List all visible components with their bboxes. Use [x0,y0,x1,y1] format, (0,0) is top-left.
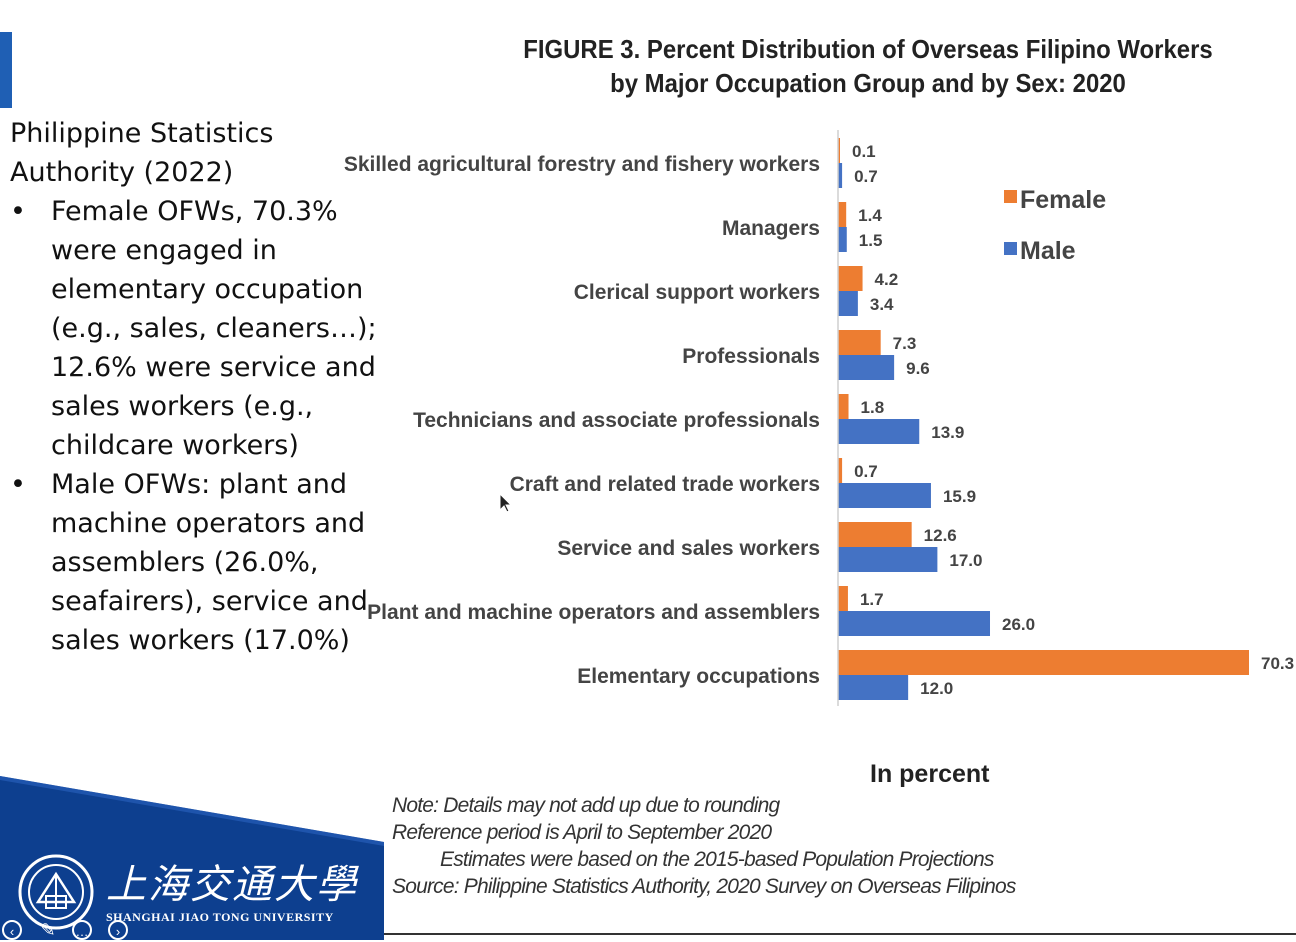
bar-female-plant-and-machine-operators-and-assemblers [838,586,848,611]
bar-female-skilled-agricultural-forestry-and-fishery-workers [838,138,840,163]
category-label-professionals: Professionals [682,345,820,368]
value-label-female-skilled-agricultural-forestry-and-fishery-workers: 0.1 [852,142,876,161]
sjtu-seal-icon [18,854,94,930]
chart-title-line-2: by Major Occupation Group and by Sex: 20… [610,68,1126,98]
value-label-female-craft-and-related-trade-workers: 0.7 [854,462,878,481]
legend-swatch-female [1004,190,1017,203]
value-label-male-elementary-occupations: 12.0 [920,679,953,698]
footer-band-highlight [0,776,384,846]
value-label-male-plant-and-machine-operators-and-assemblers: 26.0 [1002,615,1035,634]
value-label-female-managers: 1.4 [858,206,882,225]
value-label-male-clerical-support-workers: 3.4 [870,295,894,314]
note-estimates: Estimates were based on the 2015-based P… [440,848,994,871]
forward-icon[interactable]: › [108,920,128,940]
value-label-female-technicians-and-associate-professionals: 1.8 [861,398,885,417]
bar-male-technicians-and-associate-professionals [838,419,920,444]
category-label-clerical-support-workers: Clerical support workers [574,281,820,304]
note-source: Source: Philippine Statistics Authority,… [392,875,1016,898]
cursor-icon [499,492,513,513]
bar-male-plant-and-machine-operators-and-assemblers [838,611,991,636]
category-label-technicians-and-associate-professionals: Technicians and associate professionals [413,409,820,432]
bar-female-clerical-support-workers [838,266,863,291]
source-text: Philippine Statistics Authority (2022) [10,118,274,188]
bullet-list: Female OFWs, 70.3% were engaged in eleme… [10,192,380,660]
university-name-english: SHANGHAI JIAO TONG UNIVERSITY [106,910,334,924]
category-label-craft-and-related-trade-workers: Craft and related trade workers [510,473,820,496]
legend-label-male: Male [1020,237,1076,265]
bottom-divider [384,933,1296,935]
chart-title: FIGURE 3. Percent Distribution of Overse… [502,32,1234,100]
slide-nav-controls: ‹ ✎ … › [0,918,140,940]
slide-accent-bar [0,32,12,108]
university-name-chinese: 上海交通大學 [106,862,358,908]
legend-swatch-male [1004,242,1017,255]
value-label-female-professionals: 7.3 [893,334,917,353]
left-panel: Philippine Statistics Authority (2022) F… [10,114,380,660]
bullet-male: Male OFWs: plant and machine operators a… [10,465,380,660]
value-label-female-clerical-support-workers: 4.2 [875,270,899,289]
bar-female-elementary-occupations [838,650,1249,675]
chart-marks: Skilled agricultural forestry and fisher… [344,138,1294,700]
bar-male-clerical-support-workers [838,291,858,316]
value-label-male-skilled-agricultural-forestry-and-fishery-workers: 0.7 [854,167,878,186]
bar-male-service-and-sales-workers [838,547,938,572]
category-label-plant-and-machine-operators-and-assemblers: Plant and machine operators and assemble… [367,601,820,624]
bar-female-craft-and-related-trade-workers [838,458,843,483]
bar-male-managers [838,227,847,252]
bar-male-professionals [838,355,895,380]
unit-label: In percent [870,760,990,788]
legend-label-female: Female [1020,186,1106,214]
legend: Female Male [1004,186,1106,265]
bar-chart: Skilled agricultural forestry and fisher… [344,130,1294,706]
bar-male-craft-and-related-trade-workers [838,483,931,508]
category-label-service-and-sales-workers: Service and sales workers [557,537,820,560]
value-label-female-elementary-occupations: 70.3 [1261,654,1294,673]
more-icon[interactable]: … [72,920,92,940]
bar-female-technicians-and-associate-professionals [838,394,849,419]
category-label-managers: Managers [722,217,820,240]
bar-female-professionals [838,330,881,355]
value-label-male-professionals: 9.6 [906,359,930,378]
value-label-male-service-and-sales-workers: 17.0 [949,551,982,570]
chart-notes: Note: Details may not add up due to roun… [392,792,1016,900]
note-reference-period: Reference period is April to September 2… [392,821,772,844]
bullet-female: Female OFWs, 70.3% were engaged in eleme… [10,192,380,465]
value-label-male-craft-and-related-trade-workers: 15.9 [943,487,976,506]
category-label-skilled-agricultural-forestry-and-fishery-workers: Skilled agricultural forestry and fisher… [344,153,820,176]
value-label-female-plant-and-machine-operators-and-assemblers: 1.7 [860,590,884,609]
pointer-icon[interactable]: ✎ [40,920,56,940]
note-rounding: Note: Details may not add up due to roun… [392,794,780,817]
bar-male-skilled-agricultural-forestry-and-fishery-workers [838,163,843,188]
category-label-elementary-occupations: Elementary occupations [577,665,820,688]
value-label-male-managers: 1.5 [859,231,883,250]
back-icon[interactable]: ‹ [2,920,22,940]
value-label-male-technicians-and-associate-professionals: 13.9 [931,423,964,442]
value-label-female-service-and-sales-workers: 12.6 [924,526,957,545]
chart-title-line-1: FIGURE 3. Percent Distribution of Overse… [523,34,1213,64]
bar-female-service-and-sales-workers [838,522,912,547]
bar-male-elementary-occupations [838,675,909,700]
bar-female-managers [838,202,847,227]
